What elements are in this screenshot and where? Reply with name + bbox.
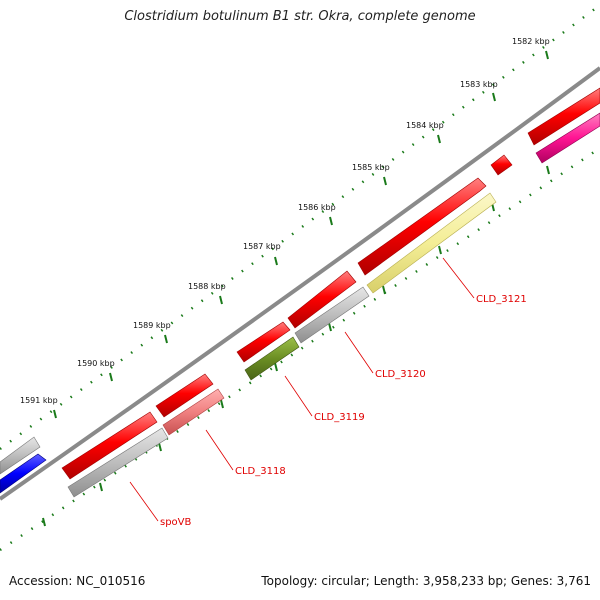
inner-tick — [546, 165, 550, 175]
feature-gray-left — [0, 436, 41, 475]
kbp-label: 1583 kbp — [460, 80, 498, 89]
kbp-tick — [109, 372, 113, 382]
cds-forward-1 — [527, 87, 600, 146]
kbp-tick — [219, 295, 223, 305]
kbp-label: 1586 kbp — [298, 203, 336, 212]
accession-label: Accession: NC_010516 — [9, 574, 146, 588]
kbp-tick — [164, 334, 168, 344]
inner-tick — [220, 399, 224, 409]
inner-tick — [42, 517, 46, 527]
feature-magenta — [535, 112, 600, 164]
gene-label-cld3119: CLD_3119 — [314, 412, 365, 423]
kbp-tick — [274, 256, 278, 266]
kbp-label: 1587 kbp — [243, 242, 281, 251]
feature-salmon-3118 — [162, 388, 225, 436]
kbp-label: 1585 kbp — [352, 163, 390, 172]
feature-olive-3119 — [244, 336, 300, 381]
kbp-label: 1588 kbp — [188, 282, 226, 291]
scale-ring-outer — [0, 3, 600, 451]
callout-line-cld3120 — [344, 331, 374, 374]
callout-line-cld3119 — [284, 375, 313, 417]
cds-forward-7 — [61, 411, 158, 480]
gene-label-spovb: spoVB — [160, 517, 192, 528]
kbp-tick — [53, 409, 57, 419]
kbp-labels: 1582 kbp 1583 kbp 1584 kbp 1585 kbp 1586 kbp… — [20, 37, 550, 405]
callout-line-cld3121 — [442, 257, 475, 299]
map-title: Clostridium botulinum B1 str. Okra, comp… — [124, 9, 476, 24]
cds-forward-6 — [155, 373, 214, 418]
kbp-label: 1591 kbp — [20, 396, 58, 405]
cds-forward-5 — [236, 321, 291, 363]
inner-tick — [99, 482, 103, 492]
inner-tick — [438, 245, 442, 255]
callout-line-spovb — [129, 481, 159, 522]
feature-yellow — [366, 192, 497, 294]
kbp-label: 1582 kbp — [512, 37, 550, 46]
inner-tick — [158, 442, 162, 452]
callout-line-cld3118 — [205, 429, 234, 471]
gene-label-cld3121: CLD_3121 — [476, 294, 527, 305]
kbp-tick — [437, 134, 441, 144]
kbp-tick — [492, 92, 496, 102]
feature-blue-left — [0, 453, 47, 494]
cds-forward-3 — [357, 177, 487, 276]
genome-info-label: Topology: circular; Length: 3,958,233 bp… — [261, 574, 591, 588]
genome-backbone — [0, 66, 600, 501]
kbp-tick — [329, 216, 333, 226]
cds-forward-2 — [490, 154, 513, 176]
feature-gray-3120 — [294, 286, 370, 344]
gene-label-cld3120: CLD_3120 — [375, 369, 426, 380]
inner-tick — [328, 322, 332, 332]
inner-tick — [274, 362, 278, 372]
cds-forward-4 — [287, 270, 357, 329]
kbp-tick — [545, 50, 549, 60]
kbp-label: 1590 kbp — [77, 359, 115, 368]
kbp-tick — [383, 176, 387, 186]
gene-label-cld3118: CLD_3118 — [235, 466, 286, 477]
kbp-label: 1589 kbp — [133, 321, 171, 330]
inner-tick — [382, 285, 386, 295]
kbp-label: 1584 kbp — [406, 121, 444, 130]
feature-gray-spovb — [67, 427, 169, 498]
